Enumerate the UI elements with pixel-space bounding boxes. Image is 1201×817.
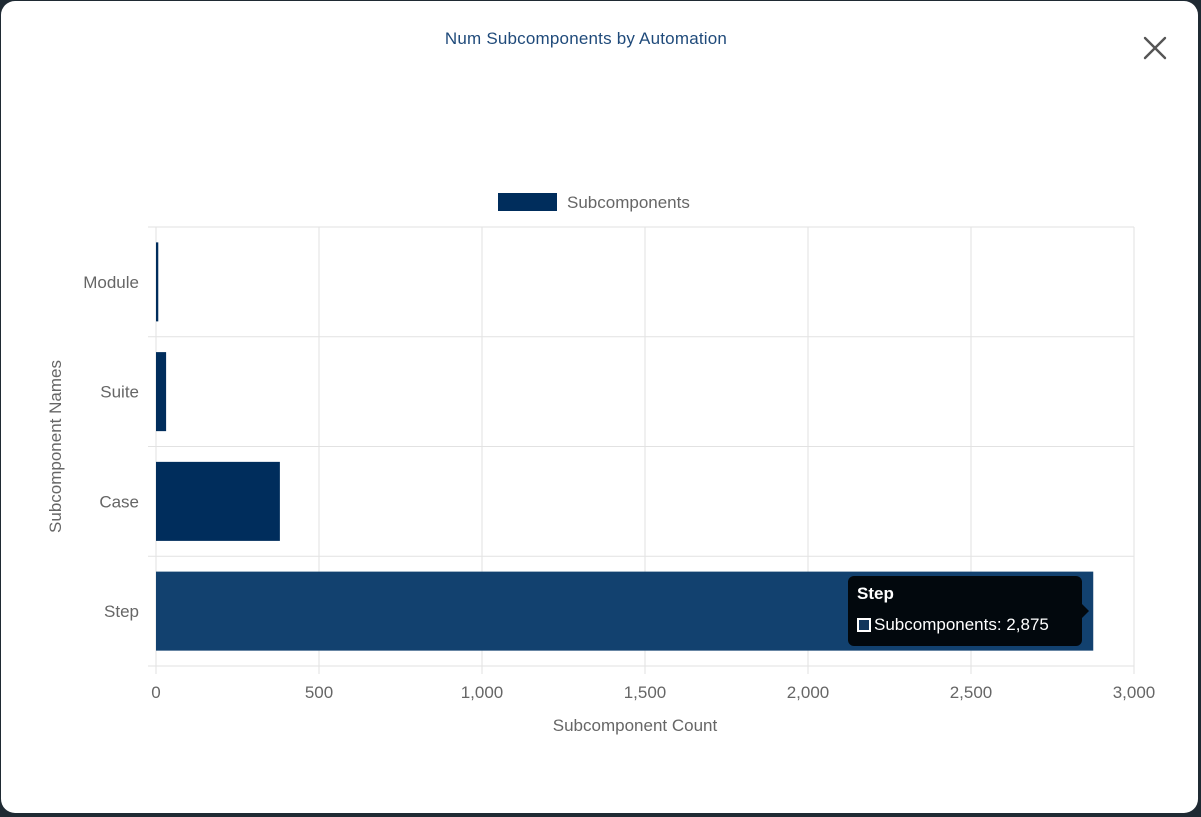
x-tick-label: 1,000: [461, 683, 504, 702]
tooltip-title: Step: [857, 584, 894, 603]
x-axis-title: Subcomponent Count: [553, 716, 718, 735]
bar-module[interactable]: [156, 242, 159, 322]
tooltip-swatch: [857, 618, 871, 632]
tooltip: Step Subcomponents: 2,875: [848, 576, 1089, 646]
modal-title: Num Subcomponents by Automation: [444, 29, 728, 48]
bar-case[interactable]: [156, 461, 280, 541]
y-tick-label: Module: [83, 273, 139, 292]
tooltip-label: Subcomponents: 2,875: [874, 615, 1049, 634]
x-tick-label: 0: [151, 683, 160, 702]
x-tick-label: 500: [305, 683, 333, 702]
y-tick-label: Case: [99, 492, 139, 511]
close-button[interactable]: [1141, 34, 1169, 62]
close-icon: [1143, 36, 1167, 60]
legend-label[interactable]: Subcomponents: [567, 193, 690, 212]
x-tick-label: 2,500: [950, 683, 993, 702]
x-tick-label: 2,000: [787, 683, 830, 702]
bar-suite[interactable]: [156, 352, 167, 432]
legend-swatch: [498, 193, 557, 211]
y-axis-title: Subcomponent Names: [46, 360, 65, 533]
y-tick-label: Step: [104, 602, 139, 621]
y-tick-label: Suite: [100, 383, 139, 402]
x-tick-label: 1,500: [624, 683, 667, 702]
tooltip-row: Subcomponents: 2,875: [857, 615, 1073, 635]
x-tick-label: 3,000: [1113, 683, 1156, 702]
